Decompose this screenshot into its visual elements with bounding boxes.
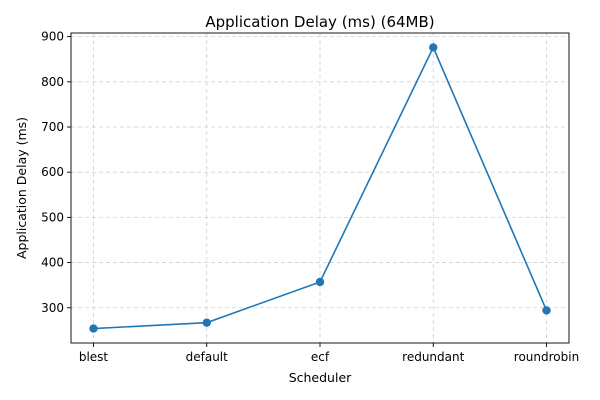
data-point-ecf — [315, 277, 325, 287]
plot-area — [89, 43, 551, 333]
chart-title: Application Delay (ms) (64MB) — [205, 13, 434, 31]
y-tick-label: 600 — [41, 165, 64, 179]
data-point-roundrobin — [542, 306, 551, 315]
x-tick-label: roundrobin — [514, 350, 579, 364]
x-axis-label: Scheduler — [289, 370, 352, 385]
x-tick-label: default — [186, 350, 229, 364]
x-tick-label: redundant — [402, 350, 464, 364]
y-tick-label: 400 — [41, 256, 64, 270]
data-point-blest — [89, 324, 98, 333]
data-point-redundant — [429, 43, 438, 52]
data-point-default — [202, 318, 211, 327]
y-tick-label: 900 — [41, 30, 64, 44]
x-tick-label: blest — [79, 350, 109, 364]
y-tick-label: 300 — [41, 301, 64, 315]
y-tick-label: 700 — [41, 120, 64, 134]
y-axis-label: Application Delay (ms) — [14, 117, 29, 259]
y-tick-label: 500 — [41, 210, 64, 224]
x-tick-label: ecf — [311, 350, 330, 364]
y-tick-label: 800 — [41, 75, 64, 89]
x-axis: blest default ecf redundant roundrobin — [79, 343, 579, 364]
y-axis: 300 400 500 600 700 800 900 — [41, 30, 71, 315]
grid — [71, 33, 569, 343]
